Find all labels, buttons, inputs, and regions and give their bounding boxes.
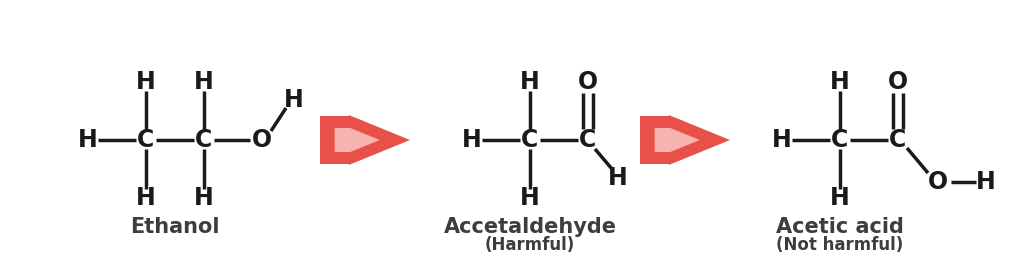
Polygon shape	[640, 115, 730, 165]
Text: H: H	[284, 88, 304, 112]
Text: Ethanol: Ethanol	[130, 217, 220, 237]
Text: H: H	[195, 70, 214, 94]
Text: H: H	[830, 186, 850, 210]
Text: Accetaldehyde: Accetaldehyde	[443, 217, 616, 237]
Text: O: O	[252, 128, 272, 152]
Text: C: C	[831, 128, 849, 152]
Text: H: H	[520, 70, 540, 94]
Text: H: H	[78, 128, 98, 152]
Text: H: H	[195, 186, 214, 210]
Text: H: H	[830, 70, 850, 94]
Text: H: H	[976, 170, 996, 194]
Text: C: C	[137, 128, 155, 152]
Polygon shape	[335, 127, 380, 152]
Text: H: H	[772, 128, 792, 152]
Text: O: O	[888, 70, 908, 94]
Text: C: C	[580, 128, 597, 152]
Text: C: C	[521, 128, 539, 152]
Text: H: H	[136, 186, 156, 210]
Polygon shape	[654, 127, 699, 152]
Text: C: C	[196, 128, 213, 152]
Text: O: O	[928, 170, 948, 194]
Text: H: H	[462, 128, 482, 152]
Text: (Harmful): (Harmful)	[485, 236, 575, 254]
Text: H: H	[608, 166, 628, 190]
Text: C: C	[890, 128, 906, 152]
Polygon shape	[319, 115, 410, 165]
Text: H: H	[136, 70, 156, 94]
Text: Acetic acid: Acetic acid	[776, 217, 904, 237]
Text: O: O	[578, 70, 598, 94]
Text: (Not harmful): (Not harmful)	[776, 236, 903, 254]
Text: H: H	[520, 186, 540, 210]
